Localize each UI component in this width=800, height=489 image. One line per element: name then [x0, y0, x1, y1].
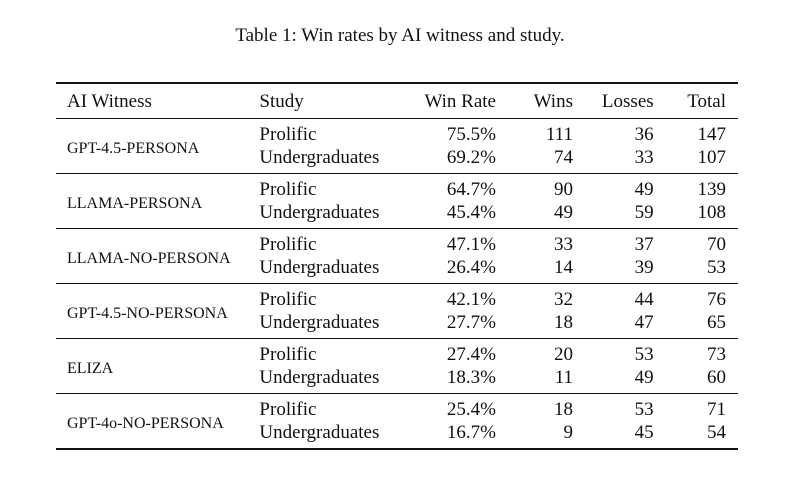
- ai-witness-name: LLAMA-NO-PERSONA: [67, 249, 231, 267]
- win-rate-cell: 18.3%: [446, 367, 496, 388]
- study-cell: Prolific: [259, 234, 317, 255]
- wins-cell: 18: [553, 312, 573, 333]
- header-study: Study: [259, 90, 304, 112]
- wins-cell: 49: [553, 202, 573, 223]
- losses-cell: 49: [634, 367, 654, 388]
- table-row: Undergraduates 26.4% 14 39 53: [56, 256, 738, 284]
- header-wins: Wins: [533, 90, 573, 112]
- wins-cell: 20: [553, 344, 573, 365]
- total-cell: 147: [697, 124, 727, 145]
- wins-cell: 111: [545, 124, 573, 145]
- win-rate-cell: 64.7%: [446, 179, 496, 200]
- total-cell: 53: [707, 257, 726, 278]
- losses-cell: 36: [634, 124, 654, 145]
- losses-cell: 49: [634, 179, 654, 200]
- table-row: ELIZA Prolific 27.4% 20 53 73: [56, 339, 738, 377]
- wins-cell: 32: [553, 289, 573, 310]
- losses-cell: 37: [634, 234, 654, 255]
- total-cell: 76: [707, 289, 726, 310]
- table-row: LLAMA-PERSONA Prolific 64.7% 90 49 139: [56, 174, 738, 212]
- study-cell: Prolific: [259, 124, 317, 145]
- table-row: GPT-4o-NO-PERSONA Prolific 25.4% 18 53 7…: [56, 394, 738, 432]
- wins-cell: 9: [563, 422, 573, 443]
- table-row: Undergraduates 45.4% 49 59 108: [56, 201, 738, 229]
- wins-cell: 14: [553, 257, 573, 278]
- losses-cell: 44: [634, 289, 654, 310]
- table-row: Undergraduates 16.7% 9 45 54: [56, 421, 738, 449]
- table-row: Undergraduates 27.7% 18 47 65: [56, 311, 738, 339]
- header-row: AI Witness Study Win Rate Wins Losses To…: [56, 83, 738, 119]
- study-cell: Prolific: [259, 344, 317, 365]
- ai-witness-name: GPT-4.5-NO-PERSONA: [67, 304, 228, 322]
- win-rate-cell: 16.7%: [446, 422, 496, 443]
- total-cell: 139: [697, 179, 727, 200]
- ai-witness-name: GPT-4.5-PERSONA: [67, 139, 200, 157]
- losses-cell: 47: [634, 312, 654, 333]
- study-cell: Prolific: [259, 399, 317, 420]
- losses-cell: 53: [634, 344, 654, 365]
- win-rate-cell: 42.1%: [446, 289, 496, 310]
- table-caption: Table 1: Win rates by AI witness and stu…: [235, 25, 565, 46]
- win-rate-cell: 26.4%: [446, 257, 496, 278]
- total-cell: 108: [697, 202, 727, 223]
- total-cell: 71: [707, 399, 726, 420]
- header-ai-witness: AI Witness: [67, 90, 152, 112]
- total-cell: 73: [707, 344, 726, 365]
- win-rate-cell: 75.5%: [446, 124, 496, 145]
- header-win-rate: Win Rate: [424, 90, 496, 112]
- total-cell: 60: [707, 367, 726, 388]
- study-cell: Undergraduates: [259, 147, 380, 168]
- win-rate-cell: 27.4%: [446, 344, 496, 365]
- total-cell: 70: [707, 234, 726, 255]
- win-rate-cell: 25.4%: [446, 399, 496, 420]
- losses-cell: 59: [634, 202, 654, 223]
- study-cell: Prolific: [259, 179, 317, 200]
- losses-cell: 33: [634, 147, 654, 168]
- ai-witness-name: LLAMA-PERSONA: [67, 194, 203, 212]
- win-rate-cell: 47.1%: [446, 234, 496, 255]
- ai-witness-name: GPT-4o-NO-PERSONA: [67, 414, 224, 432]
- wins-cell: 90: [553, 179, 573, 200]
- table-row: GPT-4.5-NO-PERSONA Prolific 42.1% 32 44 …: [56, 284, 738, 322]
- table-row: GPT-4.5-PERSONA Prolific 75.5% 111 36 14…: [56, 119, 738, 157]
- win-rate-cell: 45.4%: [446, 202, 496, 223]
- study-cell: Undergraduates: [259, 422, 380, 443]
- table-body: GPT-4.5-PERSONA Prolific 75.5% 111 36 14…: [56, 119, 738, 449]
- win-rates-table: AI Witness Study Win Rate Wins Losses To…: [56, 82, 738, 450]
- study-cell: Undergraduates: [259, 312, 380, 333]
- win-rate-cell: 27.7%: [446, 312, 496, 333]
- header-total: Total: [687, 90, 726, 112]
- total-cell: 107: [697, 147, 727, 168]
- wins-cell: 33: [553, 234, 573, 255]
- losses-cell: 39: [634, 257, 654, 278]
- wins-cell: 18: [553, 399, 573, 420]
- losses-cell: 45: [634, 422, 654, 443]
- ai-witness-name: ELIZA: [67, 359, 114, 377]
- study-cell: Undergraduates: [259, 202, 380, 223]
- win-rate-cell: 69.2%: [446, 147, 496, 168]
- table-row: Undergraduates 18.3% 11 49 60: [56, 366, 738, 394]
- study-cell: Undergraduates: [259, 257, 380, 278]
- wins-cell: 11: [554, 367, 573, 388]
- total-cell: 65: [707, 312, 726, 333]
- losses-cell: 53: [634, 399, 654, 420]
- table-header: AI Witness Study Win Rate Wins Losses To…: [56, 83, 738, 119]
- win-rates-table-container: AI Witness Study Win Rate Wins Losses To…: [56, 82, 738, 450]
- table-row: Undergraduates 69.2% 74 33 107: [56, 146, 738, 174]
- table-row: LLAMA-NO-PERSONA Prolific 47.1% 33 37 70: [56, 229, 738, 267]
- total-cell: 54: [707, 422, 726, 443]
- study-cell: Undergraduates: [259, 367, 380, 388]
- wins-cell: 74: [553, 147, 573, 168]
- study-cell: Prolific: [259, 289, 317, 310]
- header-losses: Losses: [601, 90, 654, 112]
